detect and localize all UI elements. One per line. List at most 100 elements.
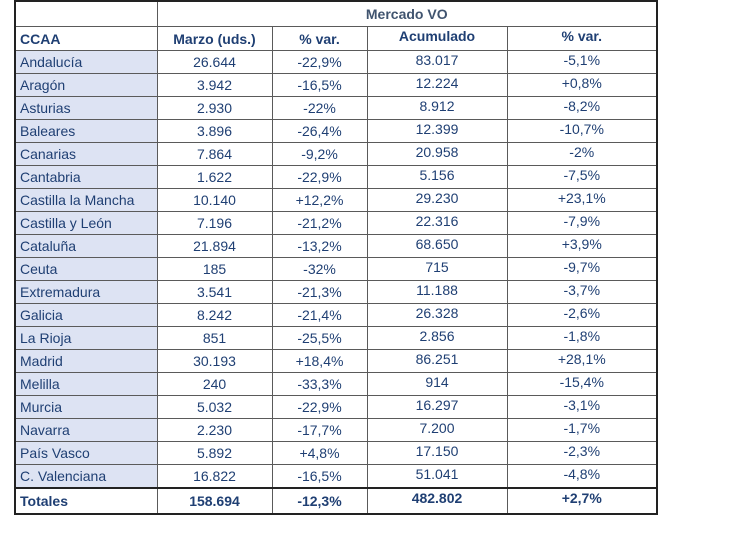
- region-cell: País Vasco: [14, 441, 158, 465]
- marzo-cell: 851: [156, 326, 273, 350]
- var-cell: -13,2%: [271, 234, 368, 258]
- table-row: Galicia 8.242 -21,4% 26.328 -2,6%: [14, 303, 658, 327]
- region-cell: Madrid: [14, 349, 158, 373]
- marzo-cell: 7.196: [156, 211, 273, 235]
- acumulado-cell: 11.188: [366, 280, 508, 304]
- var-cell: -25,5%: [271, 326, 368, 350]
- region-cell: C. Valenciana: [14, 464, 158, 489]
- table-row: Canarias 7.864 -9,2% 20.958 -2%: [14, 142, 658, 166]
- acumulado-cell: 86.251: [366, 349, 508, 373]
- marzo-cell: 10.140: [156, 188, 273, 212]
- var-acumulado-cell: -2,6%: [506, 303, 658, 327]
- acumulado-cell: 5.156: [366, 165, 508, 189]
- region-cell: Navarra: [14, 418, 158, 442]
- marzo-cell: 21.894: [156, 234, 273, 258]
- marzo-cell: 30.193: [156, 349, 273, 373]
- var-acumulado-cell: -2%: [506, 142, 658, 166]
- marzo-cell: 5.032: [156, 395, 273, 419]
- marzo-cell: 2.930: [156, 96, 273, 120]
- region-cell: Andalucía: [14, 50, 158, 74]
- table-row: Cataluña 21.894 -13,2% 68.650 +3,9%: [14, 234, 658, 258]
- var-cell: -9,2%: [271, 142, 368, 166]
- column-header-var-acumulado: % var.: [506, 26, 658, 51]
- var-acumulado-cell: -15,4%: [506, 372, 658, 396]
- acumulado-cell: 22.316: [366, 211, 508, 235]
- var-acumulado-cell: -9,7%: [506, 257, 658, 281]
- acumulado-cell: 482.802: [366, 487, 508, 515]
- var-cell: -21,2%: [271, 211, 368, 235]
- var-cell: +12,2%: [271, 188, 368, 212]
- market-table: Mercado VO CCAA Marzo (uds.) % var. Acum…: [14, 0, 658, 515]
- region-cell: Melilla: [14, 372, 158, 396]
- var-acumulado-cell: +23,1%: [506, 188, 658, 212]
- region-cell: Cataluña: [14, 234, 158, 258]
- var-acumulado-cell: -8,2%: [506, 96, 658, 120]
- var-cell: -33,3%: [271, 372, 368, 396]
- table-row: Cantabria 1.622 -22,9% 5.156 -7,5%: [14, 165, 658, 189]
- var-acumulado-cell: -2,3%: [506, 441, 658, 465]
- table-title: Mercado VO: [156, 0, 658, 27]
- column-header-acumulado: Acumulado: [366, 26, 508, 51]
- var-acumulado-cell: -4,8%: [506, 464, 658, 489]
- marzo-cell: 3.942: [156, 73, 273, 97]
- title-row: Mercado VO: [15, 0, 658, 27]
- table-row: Extremadura 3.541 -21,3% 11.188 -3,7%: [14, 280, 658, 304]
- acumulado-cell: 715: [366, 257, 508, 281]
- table-row: Castilla y León 7.196 -21,2% 22.316 -7,9%: [14, 211, 658, 235]
- column-header-marzo: Marzo (uds.): [156, 26, 273, 51]
- var-acumulado-cell: +0,8%: [506, 73, 658, 97]
- table-row: La Rioja 851 -25,5% 2.856 -1,8%: [14, 326, 658, 350]
- table-row: Andalucía 26.644 -22,9% 83.017 -5,1%: [14, 50, 658, 74]
- var-cell: +18,4%: [271, 349, 368, 373]
- acumulado-cell: 914: [366, 372, 508, 396]
- column-header-ccaa: CCAA: [14, 26, 158, 51]
- marzo-cell: 1.622: [156, 165, 273, 189]
- var-cell: -22,9%: [271, 165, 368, 189]
- marzo-cell: 7.864: [156, 142, 273, 166]
- region-cell: Cantabria: [14, 165, 158, 189]
- totals-row: Totales 158.694 -12,3% 482.802 +2,7%: [14, 487, 658, 515]
- region-cell: Baleares: [14, 119, 158, 143]
- acumulado-cell: 26.328: [366, 303, 508, 327]
- marzo-cell: 8.242: [156, 303, 273, 327]
- acumulado-cell: 68.650: [366, 234, 508, 258]
- var-cell: -16,5%: [271, 73, 368, 97]
- var-cell: -22,9%: [271, 395, 368, 419]
- table-row: Melilla 240 -33,3% 914 -15,4%: [14, 372, 658, 396]
- header-row: CCAA Marzo (uds.) % var. Acumulado % var…: [14, 26, 658, 51]
- var-acumulado-cell: -7,9%: [506, 211, 658, 235]
- region-cell: Galicia: [14, 303, 158, 327]
- marzo-cell: 16.822: [156, 464, 273, 489]
- marzo-cell: 5.892: [156, 441, 273, 465]
- acumulado-cell: 2.856: [366, 326, 508, 350]
- region-cell: Asturias: [14, 96, 158, 120]
- region-cell: Extremadura: [14, 280, 158, 304]
- acumulado-cell: 8.912: [366, 96, 508, 120]
- blank-cell: [15, 1, 158, 27]
- acumulado-cell: 17.150: [366, 441, 508, 465]
- region-cell: La Rioja: [14, 326, 158, 350]
- table-row: Aragón 3.942 -16,5% 12.224 +0,8%: [14, 73, 658, 97]
- region-cell: Canarias: [14, 142, 158, 166]
- marzo-cell: 26.644: [156, 50, 273, 74]
- acumulado-cell: 7.200: [366, 418, 508, 442]
- table-row: Madrid 30.193 +18,4% 86.251 +28,1%: [14, 349, 658, 373]
- acumulado-cell: 51.041: [366, 464, 508, 489]
- marzo-cell: 3.541: [156, 280, 273, 304]
- acumulado-cell: 16.297: [366, 395, 508, 419]
- var-acumulado-cell: -1,8%: [506, 326, 658, 350]
- var-acumulado-cell: -1,7%: [506, 418, 658, 442]
- table-row: Navarra 2.230 -17,7% 7.200 -1,7%: [14, 418, 658, 442]
- marzo-cell: 240: [156, 372, 273, 396]
- marzo-cell: 185: [156, 257, 273, 281]
- table-row: Ceuta 185 -32% 715 -9,7%: [14, 257, 658, 281]
- marzo-cell: 2.230: [156, 418, 273, 442]
- var-acumulado-cell: -10,7%: [506, 119, 658, 143]
- var-cell: -17,7%: [271, 418, 368, 442]
- marzo-cell: 158.694: [156, 487, 273, 515]
- region-cell: Ceuta: [14, 257, 158, 281]
- table-row: Baleares 3.896 -26,4% 12.399 -10,7%: [14, 119, 658, 143]
- var-acumulado-cell: -7,5%: [506, 165, 658, 189]
- var-cell: +4,8%: [271, 441, 368, 465]
- region-cell: Totales: [14, 487, 158, 515]
